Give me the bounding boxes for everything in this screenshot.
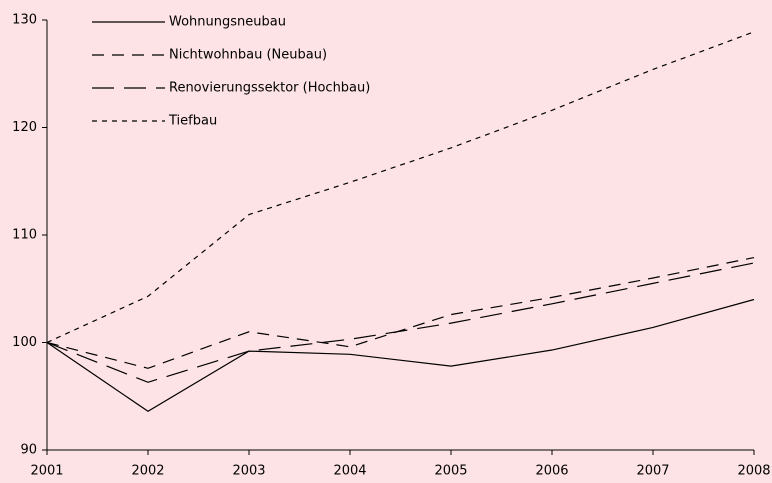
legend-label: Wohnungsneubau (169, 15, 286, 30)
x-tick-label: 2001 (30, 464, 63, 479)
y-tick-label: 90 (20, 443, 37, 458)
series-line (46, 262, 755, 383)
y-tick-label: 120 (12, 120, 37, 135)
y-tick-label: 130 (12, 13, 37, 28)
series-line (46, 298, 755, 413)
legend-label: Nichtwohnbau (Neubau) (169, 48, 327, 63)
x-tick-label: 2005 (434, 464, 467, 479)
x-tick-label: 2002 (131, 464, 164, 479)
x-tick-label: 2007 (636, 464, 669, 479)
series-line (46, 31, 755, 344)
legend-label: Tiefbau (168, 114, 217, 129)
x-tick-label: 2006 (535, 464, 568, 479)
y-tick-label: 100 (12, 335, 37, 350)
legend-label: Renovierungssektor (Hochbau) (169, 81, 370, 96)
y-tick-label: 110 (12, 228, 37, 243)
x-tick-label: 2003 (232, 464, 265, 479)
x-tick-label: 2004 (333, 464, 366, 479)
x-tick-label: 2008 (737, 464, 770, 479)
